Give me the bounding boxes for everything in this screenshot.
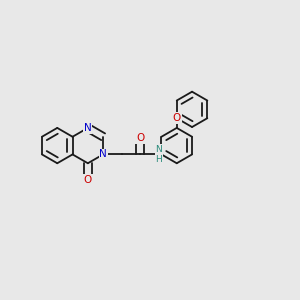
Text: N: N <box>84 123 92 133</box>
Text: O: O <box>172 113 181 123</box>
Text: O: O <box>136 133 144 143</box>
Text: O: O <box>84 175 92 184</box>
Text: N: N <box>99 149 107 159</box>
Text: N
H: N H <box>155 145 162 164</box>
